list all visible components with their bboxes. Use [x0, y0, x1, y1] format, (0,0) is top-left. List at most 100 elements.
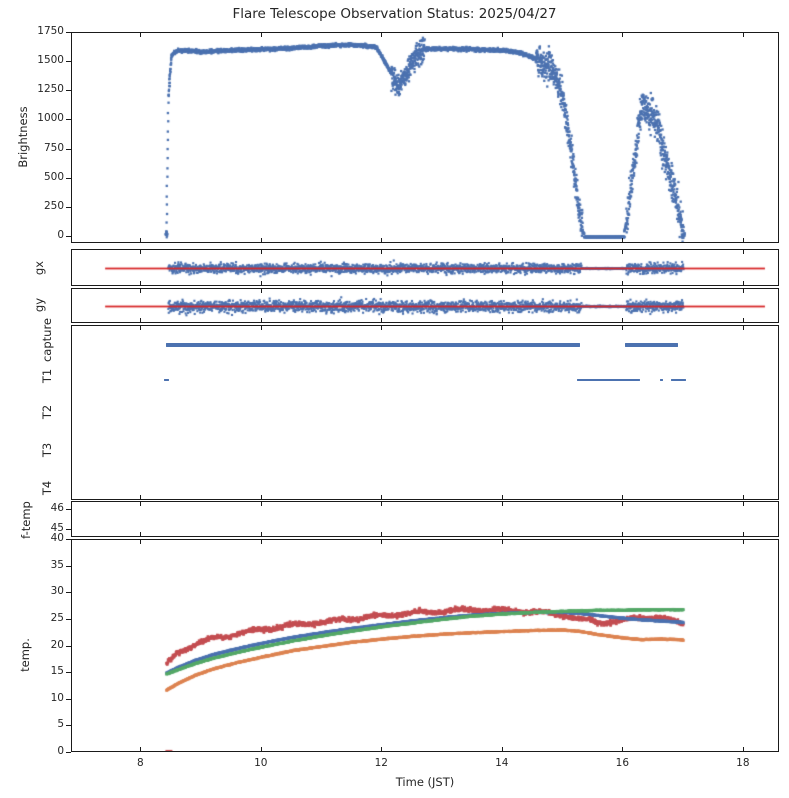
xtickmark-bot-8-p4: [140, 532, 142, 537]
xtickmark-bot-10-p4: [260, 532, 262, 537]
xtickmark-bot-14-p5: [501, 747, 503, 752]
chart-title: Flare Telescope Observation Status: 2025…: [232, 6, 557, 22]
xtickmark-top-14-p4: [501, 501, 503, 506]
temp-ytickmark-0: [66, 752, 71, 753]
xtickmark-bot-16-p3: [622, 495, 624, 500]
gy-panel: [71, 288, 779, 323]
temp-plot-canvas: [72, 540, 778, 751]
xtickmark-top-8-p0: [140, 32, 142, 37]
xtickmark-top-12-p3: [381, 325, 383, 330]
xtickmark-bot-14-p2: [501, 318, 503, 323]
xtickmark-top-10-p5: [260, 539, 262, 544]
xtickmark-top-8-p4: [140, 501, 142, 506]
ftemp-ytickmark-45: [66, 529, 71, 530]
xtickmark-bot-18-p2: [742, 318, 744, 323]
xtickmark-top-10-p4: [260, 501, 262, 506]
xtickmark-top-16-p3: [622, 325, 624, 330]
ftemp-panel: [71, 501, 779, 537]
xtickmark-bot-14-p4: [501, 532, 503, 537]
xtickmark-bot-16-p4: [622, 532, 624, 537]
xtickmark-bot-12-p4: [381, 532, 383, 537]
x-tick-label-16: 16: [615, 757, 630, 769]
xtickmark-top-12-p4: [381, 501, 383, 506]
xtickmark-top-8-p5: [140, 539, 142, 544]
xtickmark-top-16-p0: [622, 32, 624, 37]
xtickmark-bot-10-p2: [260, 318, 262, 323]
xtickmark-bot-16-p2: [622, 318, 624, 323]
xtickmark-top-10-p0: [260, 32, 262, 37]
xtickmark-top-12-p5: [381, 539, 383, 544]
temp-ytick-20: 20: [50, 638, 64, 651]
brightness-ytick-250: 250: [43, 199, 64, 212]
temp-ytickmark-10: [66, 698, 71, 700]
xtickmark-bot-18-p3: [742, 495, 744, 500]
status-tick-t2: T2: [40, 404, 54, 420]
ftemp-ytick-45: 45: [50, 522, 64, 534]
brightness-axis-label: Brightness: [16, 106, 30, 168]
status-lane-t1-seg1: [577, 379, 641, 381]
temp-ytickmark-15: [66, 672, 71, 674]
xtickmark-bot-8-p5: [140, 747, 142, 752]
xtickmark-top-18-p4: [742, 501, 744, 506]
xtickmark-top-16-p4: [622, 501, 624, 506]
brightness-ytick-1250: 1250: [37, 83, 64, 96]
status-lane-t1-seg0: [164, 379, 170, 381]
xtickmark-top-16-p2: [622, 288, 624, 293]
gx-plot-canvas: [72, 250, 778, 285]
xtickmark-bot-12-p3: [381, 495, 383, 500]
temp-panel: [71, 539, 779, 752]
status-tick-t3: T3: [40, 442, 54, 458]
gy-plot-canvas: [72, 289, 778, 322]
status-lane-t1-seg3: [670, 379, 686, 381]
status-lane-t1-seg2: [659, 379, 664, 381]
brightness-ytickmark-1500: [66, 61, 71, 63]
xtickmark-top-14-p5: [501, 539, 503, 544]
xtickmark-bot-18-p1: [742, 281, 744, 286]
xtickmark-bot-12-p0: [381, 238, 383, 243]
temp-ytickmark-5: [66, 725, 71, 727]
xtickmark-top-8-p1: [140, 249, 142, 254]
xtickmark-bot-10-p1: [260, 281, 262, 286]
status-lane-capture-seg1: [625, 343, 679, 348]
xtickmark-bot-12-p5: [381, 747, 383, 752]
temp-ytick-15: 15: [50, 665, 64, 678]
xtickmark-top-18-p3: [742, 325, 744, 330]
temp-ytick-40: 40: [50, 532, 64, 544]
xtickmark-bot-14-p1: [501, 281, 503, 286]
temp-ytickmark-25: [66, 618, 71, 620]
x-tick-label-10: 10: [254, 757, 268, 769]
temp-ytick-35: 35: [50, 558, 64, 571]
brightness-ytick-1500: 1500: [37, 54, 64, 67]
brightness-ytick-500: 500: [43, 170, 64, 183]
brightness-ytick-0: 0: [57, 229, 64, 241]
status-tick-t4: T4: [40, 480, 54, 496]
brightness-ytickmark-1750: [66, 32, 71, 33]
temp-ytickmark-30: [66, 592, 71, 594]
status-tick-t1: T1: [40, 368, 54, 384]
x-axis-label: Time (JST): [395, 775, 455, 789]
brightness-ytickmark-0: [66, 236, 71, 237]
xtickmark-bot-16-p5: [622, 747, 624, 752]
xtickmark-top-8-p3: [140, 325, 142, 330]
brightness-ytickmark-1250: [66, 90, 71, 92]
x-tick-label-14: 14: [495, 757, 509, 769]
ftemp-axis-label: f-temp: [19, 501, 33, 539]
brightness-ytickmark-250: [66, 206, 71, 208]
brightness-ytick-1750: 1750: [37, 25, 64, 37]
temp-ytickmark-35: [66, 565, 71, 567]
xtickmark-bot-18-p0: [742, 238, 744, 243]
brightness-ytick-750: 750: [43, 141, 64, 154]
xtickmark-top-14-p0: [501, 32, 503, 37]
xtickmark-top-10-p2: [260, 288, 262, 293]
brightness-ytick-1000: 1000: [37, 112, 64, 125]
x-tick-label-8: 8: [136, 757, 144, 769]
temp-ytick-10: 10: [50, 691, 64, 704]
xtickmark-top-14-p3: [501, 325, 503, 330]
xtickmark-bot-8-p1: [140, 281, 142, 286]
xtickmark-top-18-p2: [742, 288, 744, 293]
xtickmark-top-14-p2: [501, 288, 503, 293]
xtickmark-bot-16-p1: [622, 281, 624, 286]
xtickmark-top-12-p1: [381, 249, 383, 254]
xtickmark-top-16-p1: [622, 249, 624, 254]
xtickmark-top-10-p1: [260, 249, 262, 254]
